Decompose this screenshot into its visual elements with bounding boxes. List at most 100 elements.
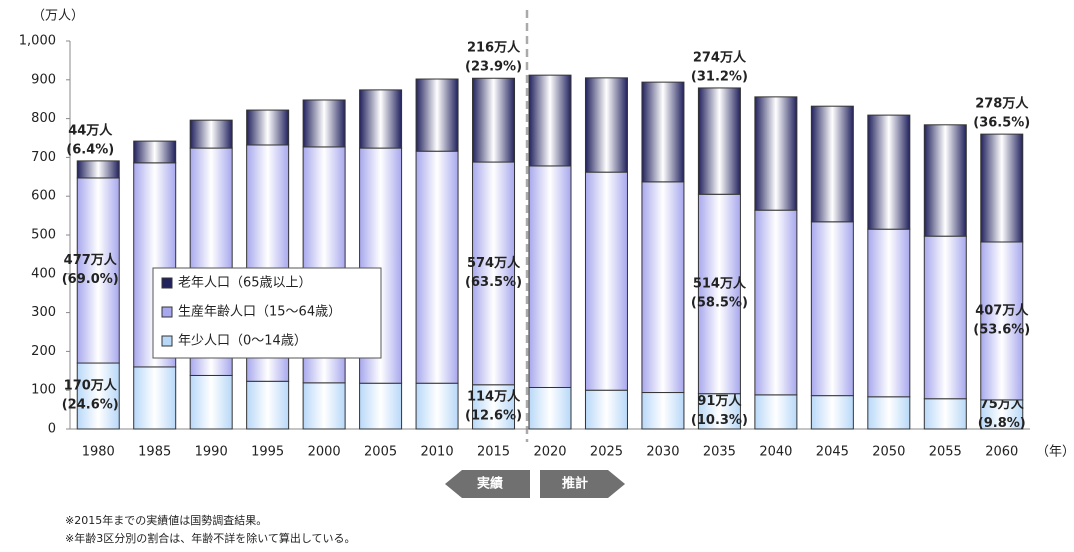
x-tick-label: 1995 [251,445,284,460]
x-tick-label: 2005 [364,445,397,460]
data-label: (9.8%) [978,416,1026,431]
legend-box [152,267,382,359]
data-label: 278万人 [975,96,1029,112]
legend-swatch [161,335,173,347]
data-label: 514万人 [693,275,747,291]
bar-segment [697,87,741,195]
data-label: 274万人 [693,49,747,65]
arrow-right [540,470,625,498]
bar-segment [133,366,177,430]
bar-segment [641,81,685,183]
bar-segment [302,99,346,148]
bar-segment [810,221,854,397]
data-label: (69.0%) [62,272,119,287]
data-label: 44万人 [68,122,113,138]
data-label: 114万人 [467,388,521,404]
x-tick-label: 2025 [590,445,623,460]
x-tick-label: 2015 [477,445,510,460]
data-label: (58.5%) [691,295,748,310]
legend-label: 年少人口（0～14歳） [178,334,307,349]
bar-segment [754,394,798,430]
bar-segment [189,374,233,430]
data-label: 574万人 [467,255,521,271]
y-tick-label: 900 [31,72,56,87]
y-tick-label: 200 [31,344,56,359]
y-tick-label: 400 [31,266,56,281]
bar-segment [641,181,685,394]
bar-segment [528,74,572,167]
bar-segment [980,133,1024,243]
note: ※2015年までの実績値は国勢調査結果。 [65,513,267,527]
x-tick-label: 2055 [929,445,962,460]
y-tick-label: 700 [31,150,56,165]
x-tick-label: 2010 [421,445,454,460]
legend-label: 老年人口（65歳以上） [178,276,312,291]
data-label: 170万人 [64,378,118,394]
bar-segment [359,89,403,149]
bar-segment [415,78,459,152]
arrow-right-label: 推計 [562,476,588,492]
data-label: (63.5%) [465,275,522,290]
legend-label: 生産年齢人口（15～64歳） [178,304,341,320]
arrow-left-label: 実績 [477,476,503,492]
bar-segment [133,140,177,164]
legend-swatch [161,306,173,318]
bar-segment [76,362,120,430]
bar-segment [246,380,290,430]
bar-segment [472,161,516,386]
x-tick-label: 2035 [703,445,736,460]
bar-segment [472,384,516,430]
data-label: 407万人 [975,302,1029,318]
bar-segment [76,177,120,364]
y-tick-label: 500 [31,228,56,243]
bar-segment [867,396,911,430]
x-tick-label: 2045 [816,445,849,460]
bar-segment [472,77,516,163]
data-label: (23.9%) [465,60,522,75]
arrow-left [445,470,530,498]
data-label: (31.2%) [691,69,748,84]
bar-segment [923,124,967,237]
x-tick-label: 1985 [138,445,171,460]
bar-segment [810,395,854,430]
bar-segment [980,399,1024,430]
bar-segment [754,96,798,211]
bar-segment [641,392,685,430]
bar-segment [302,382,346,430]
bar-segment [584,77,628,173]
bar-segment [867,114,911,230]
bar-segment [923,398,967,430]
data-label: (10.3%) [691,413,748,428]
legend-swatch [161,277,173,289]
data-label: (12.6%) [465,408,522,423]
bar-segment [415,150,459,384]
y-tick-label: 1,000 [19,34,56,49]
y-unit-label: （万人） [32,9,84,24]
bar-segment [584,389,628,430]
bar-segment [246,109,290,146]
data-label: (36.5%) [973,116,1030,131]
bar-segment [923,235,967,400]
x-tick-label: 2050 [872,445,905,460]
bar-segment [359,382,403,430]
x-tick-label: 2030 [646,445,679,460]
bar-segment [980,241,1024,401]
data-label: 91万人 [697,393,742,409]
y-tick-label: 300 [31,305,56,320]
x-tick-label: 1990 [195,445,228,460]
bar-segment [867,228,911,398]
bar-segment [697,193,741,395]
bar-segment [415,382,459,430]
bar-segment [528,165,572,388]
bar-segment [584,171,628,391]
x-tick-label: 1980 [82,445,115,460]
y-tick-label: 600 [31,189,56,204]
bar-segment [189,119,233,149]
x-tick-label: 2060 [985,445,1018,460]
y-tick-label: 0 [48,422,56,437]
bar-segment [810,105,854,223]
bar-segment [528,386,572,430]
note: ※年齢3区分別の割合は、年齢不詳を除いて算出している。 [65,531,356,545]
data-label: 216万人 [467,40,521,56]
